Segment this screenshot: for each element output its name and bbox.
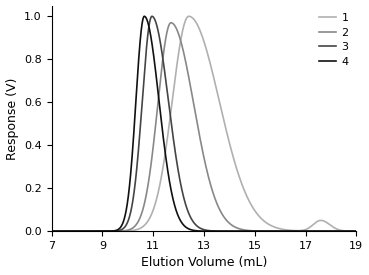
3 (49, 230, 54, 233)
2 (169, 21, 173, 24)
Legend: 1, 2, 3, 4: 1, 2, 3, 4 (317, 11, 351, 69)
1 (187, 15, 191, 18)
1 (49, 230, 54, 233)
X-axis label: Elution Volume (mL): Elution Volume (mL) (141, 257, 267, 269)
2 (243, 229, 248, 232)
4 (275, 230, 280, 233)
1 (65, 230, 69, 233)
2 (354, 230, 359, 233)
2 (230, 224, 234, 227)
Line: 4: 4 (52, 16, 356, 231)
2 (65, 230, 69, 233)
Line: 2: 2 (52, 23, 356, 231)
4 (49, 230, 54, 233)
3 (65, 230, 69, 233)
1 (230, 151, 234, 154)
3 (275, 230, 280, 233)
1 (275, 226, 280, 230)
1 (292, 229, 296, 232)
3 (354, 230, 359, 233)
2 (49, 230, 54, 233)
Line: 3: 3 (52, 16, 356, 231)
4 (160, 125, 164, 128)
4 (142, 15, 146, 18)
4 (65, 230, 69, 233)
4 (243, 230, 248, 233)
1 (160, 172, 164, 175)
Line: 1: 1 (52, 16, 356, 231)
3 (292, 230, 296, 233)
Y-axis label: Response (V): Response (V) (6, 77, 18, 160)
3 (243, 230, 248, 233)
4 (230, 230, 234, 233)
3 (150, 15, 154, 18)
1 (243, 191, 248, 194)
2 (292, 230, 296, 233)
3 (160, 51, 164, 54)
2 (160, 65, 164, 68)
1 (354, 230, 359, 233)
2 (275, 230, 280, 233)
3 (230, 230, 234, 233)
4 (354, 230, 359, 233)
4 (292, 230, 296, 233)
